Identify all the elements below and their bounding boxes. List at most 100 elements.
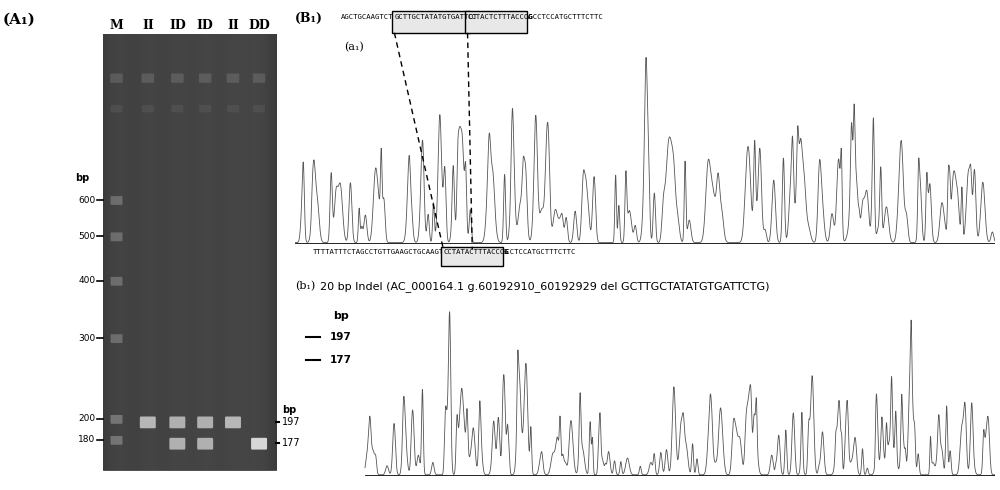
Text: 177: 177	[330, 355, 352, 365]
Bar	[163, 34, 167, 470]
Text: bp: bp	[282, 405, 296, 415]
FancyBboxPatch shape	[171, 74, 184, 83]
Bar	[213, 34, 216, 470]
Bar	[114, 34, 117, 470]
Text: 197: 197	[330, 332, 352, 342]
Bar	[126, 34, 129, 470]
Text: 177: 177	[282, 438, 301, 448]
Bar	[103, 34, 106, 470]
Bar	[233, 34, 236, 470]
FancyBboxPatch shape	[111, 105, 122, 112]
Text: 200: 200	[78, 415, 95, 423]
Text: (A₁): (A₁)	[3, 12, 36, 26]
Bar	[218, 34, 222, 470]
Bar	[271, 34, 274, 470]
Text: (B₁): (B₁)	[295, 12, 323, 25]
FancyBboxPatch shape	[227, 74, 239, 83]
Bar	[161, 34, 164, 470]
Text: M: M	[110, 19, 123, 32]
Bar	[256, 34, 259, 470]
Bar	[268, 34, 271, 470]
FancyBboxPatch shape	[253, 74, 265, 83]
Bar	[441, 246, 503, 267]
FancyBboxPatch shape	[140, 416, 156, 428]
Bar	[192, 34, 196, 470]
Bar	[146, 34, 149, 470]
Text: (a₁): (a₁)	[344, 42, 364, 52]
FancyBboxPatch shape	[110, 74, 123, 83]
Text: 300: 300	[78, 334, 95, 343]
Bar	[247, 34, 251, 470]
Text: 197: 197	[282, 417, 301, 427]
Text: (b₁): (b₁)	[295, 281, 315, 292]
Bar	[259, 34, 262, 470]
Text: ID: ID	[169, 19, 186, 32]
Text: bp: bp	[76, 173, 90, 183]
Text: 600: 600	[78, 196, 95, 204]
Bar	[120, 34, 123, 470]
FancyBboxPatch shape	[111, 277, 122, 286]
FancyBboxPatch shape	[171, 105, 183, 112]
FancyBboxPatch shape	[227, 105, 239, 112]
Bar	[236, 34, 239, 470]
Text: 400: 400	[78, 276, 95, 285]
FancyBboxPatch shape	[111, 196, 122, 205]
Bar	[172, 34, 175, 470]
Bar	[187, 34, 190, 470]
Bar	[242, 34, 245, 470]
Text: AGCCTCCATGCTTTCTTC: AGCCTCCATGCTTTCTTC	[525, 14, 604, 20]
Bar	[169, 34, 172, 470]
Bar	[149, 34, 152, 470]
FancyBboxPatch shape	[111, 415, 122, 424]
Bar	[134, 34, 138, 470]
Bar	[155, 34, 158, 470]
Bar	[201, 34, 204, 470]
FancyBboxPatch shape	[111, 436, 122, 445]
Bar	[178, 34, 181, 470]
Bar	[207, 34, 210, 470]
Bar	[143, 34, 146, 470]
Text: 500: 500	[78, 232, 95, 241]
FancyBboxPatch shape	[142, 74, 154, 83]
Bar	[132, 34, 135, 470]
Text: TTTTATTTCTAGCCTGTTGAAGCTGCAAGTCTTT: TTTTATTTCTAGCCTGTTGAAGCTGCAAGTCTTT	[312, 249, 461, 255]
Bar	[216, 34, 219, 470]
Bar	[181, 34, 184, 470]
Text: DD: DD	[248, 19, 270, 32]
Bar	[129, 34, 132, 470]
Bar	[137, 34, 141, 470]
Text: GCTTGCTATATGTGATTCT: GCTTGCTATATGTGATTCT	[394, 14, 478, 20]
Bar	[250, 34, 254, 470]
Bar	[152, 34, 155, 470]
Bar	[227, 34, 230, 470]
Bar	[105, 34, 109, 470]
FancyBboxPatch shape	[142, 105, 154, 112]
FancyBboxPatch shape	[111, 334, 122, 343]
Bar	[465, 11, 527, 33]
Text: CCTACTCTTTACCCG: CCTACTCTTTACCCG	[468, 14, 533, 20]
Text: AGCTGCAAGTCTTT: AGCTGCAAGTCTTT	[340, 14, 402, 20]
Text: 180: 180	[78, 436, 95, 444]
FancyBboxPatch shape	[111, 232, 122, 241]
Text: CCTATACTTTACCCG: CCTATACTTTACCCG	[443, 249, 509, 255]
Text: 20 bp Indel (AC_000164.1 g.60192910_60192929 del GCTTGCTATATGTGATTCTG): 20 bp Indel (AC_000164.1 g.60192910_6019…	[320, 281, 769, 292]
Bar	[103, 34, 276, 470]
Bar	[253, 34, 256, 470]
Bar	[190, 34, 193, 470]
FancyBboxPatch shape	[197, 438, 213, 450]
Bar	[210, 34, 213, 470]
Text: CCTATACTTTACCCG: CCTATACTTTACCCG	[443, 249, 509, 255]
Bar	[239, 34, 242, 470]
Bar	[184, 34, 187, 470]
Text: II: II	[142, 19, 154, 32]
FancyBboxPatch shape	[169, 438, 185, 450]
Bar	[198, 34, 201, 470]
Bar	[224, 34, 227, 470]
Bar	[166, 34, 170, 470]
Bar	[262, 34, 265, 470]
FancyBboxPatch shape	[197, 416, 213, 428]
FancyBboxPatch shape	[169, 416, 185, 428]
Bar	[230, 34, 233, 470]
Bar	[108, 34, 112, 470]
Bar	[274, 34, 277, 470]
